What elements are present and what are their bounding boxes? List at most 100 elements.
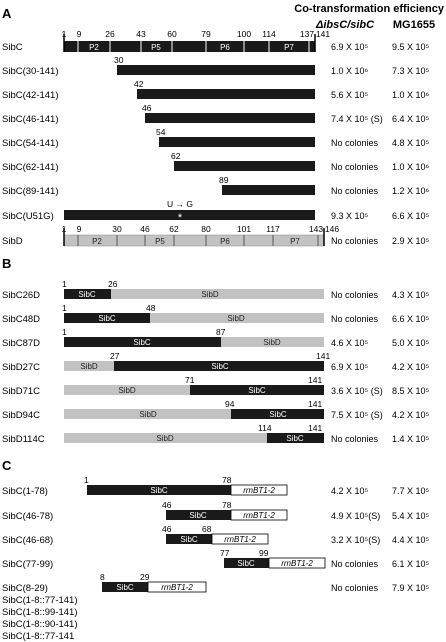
a-row-truncation: SibC(89-141) 89 No colonies 1.2 X 10⁶ <box>2 175 430 197</box>
terminator-label: rrnBT1-2 <box>224 535 256 544</box>
terminator-label: rrnBT1-2 <box>161 583 193 592</box>
tick-label: 100 <box>237 29 251 39</box>
start-position: 42 <box>134 79 144 89</box>
start-position: 54 <box>156 127 166 137</box>
c-row-internal-deletion: SibC(1-8::90-141) <box>2 619 78 630</box>
start-position: 62 <box>171 151 181 161</box>
segment-label: SibC <box>269 410 287 419</box>
end-position: 141 <box>308 399 322 409</box>
tick-marks <box>77 235 319 246</box>
from-position: 1 <box>84 475 89 485</box>
header-col1: ΔibsC/sibC <box>315 19 375 31</box>
header-title: Co-transformation efficiency <box>294 3 445 15</box>
to-position: 78 <box>222 475 232 485</box>
segment-label: SibD <box>118 386 136 395</box>
c-row-internal-deletion: SibC(1-8::99-141) <box>2 607 78 618</box>
value-mg1655: 5.4 X 10⁵ <box>392 511 430 521</box>
tick-label: 79 <box>201 29 211 39</box>
b-row-chimera: SibC87D 1 87 SibC SibD 4.6 X 10⁵ 5.0 X 1… <box>2 327 430 349</box>
row-name: SibC(1-8::77-141 <box>2 631 74 642</box>
tick-marks <box>77 41 310 52</box>
row-name: SibC(1-8::77-141) <box>2 595 78 606</box>
segment-label: SibC <box>211 362 229 371</box>
region-label: P2 <box>92 237 102 246</box>
row-name: SibC48D <box>2 314 40 325</box>
to-position: 99 <box>259 548 269 558</box>
junction-position: 26 <box>108 279 118 289</box>
row-name: SibC(77-99) <box>2 559 53 570</box>
tick-label: 46 <box>140 224 150 234</box>
row-name: SibD71C <box>2 386 40 397</box>
tick-label: 117 <box>266 224 280 234</box>
row-name: SibC(1-8::99-141) <box>2 607 78 618</box>
c-row-fragment: SibC(1-78) 1 78 SibC rrnBT1-2 4.2 X 10⁵ … <box>2 475 430 497</box>
junction-position: 71 <box>185 375 195 385</box>
value-mg1655: 7.7 X 10⁵ <box>392 486 430 496</box>
end-position: 141 <box>308 423 322 433</box>
value-deletion: No colonies <box>331 186 379 196</box>
sibc-bar <box>64 41 315 52</box>
terminator-segment <box>268 557 326 569</box>
from-position: 46 <box>162 500 172 510</box>
region-label: P6 <box>220 43 230 52</box>
sibd-segment <box>64 385 190 395</box>
panel-b-label: B <box>2 256 11 271</box>
value-deletion: No colonies <box>331 162 379 172</box>
row-name: SibC(U51G) <box>2 211 54 222</box>
tick-label: 26 <box>105 29 115 39</box>
row-name: SibC26D <box>2 290 40 301</box>
segment-label: SibD <box>139 410 157 419</box>
to-position: 29 <box>140 572 150 582</box>
terminator-segment <box>147 581 207 593</box>
tick-label: 101 <box>237 224 251 234</box>
value-deletion: 7.5 X 10⁵ (S) <box>331 410 383 420</box>
start-position: 30 <box>114 55 124 65</box>
segment-label: SibD <box>263 338 281 347</box>
c-row-fragment: SibC(77-99) 77 99 SibC rrnBT1-2 No colon… <box>2 548 430 570</box>
value-deletion: 9.3 X 10⁵ <box>331 211 369 221</box>
value-mg1655: 1.0 X 10⁶ <box>392 162 430 172</box>
b-row-chimera: SibD71C 71 141 SibD SibC 3.6 X 10⁵ (S) 8… <box>2 375 430 397</box>
value-deletion: 4.2 X 10⁵ <box>331 486 369 496</box>
sibc-segment <box>224 558 269 568</box>
sibd-segment <box>64 313 324 323</box>
segment-label: SibD <box>80 362 98 371</box>
terminator-segment <box>230 509 288 521</box>
c-row-internal-deletion: SibC(1-8::77-141 <box>2 631 74 642</box>
value-mg1655: 4.2 X 10⁵ <box>392 362 430 372</box>
row-name: SibC(62-141) <box>2 162 59 173</box>
c-row-fragment: SibC(46-68) 46 68 SibC rrnBT1-2 3.2 X 10… <box>2 524 430 546</box>
sibd-segment <box>64 433 267 443</box>
value-deletion: 5.6 X 10⁵ <box>331 90 369 100</box>
row-name: SibD114C <box>2 434 45 445</box>
sibd-segment <box>64 361 114 371</box>
value-deletion: 3.6 X 10⁵ (S) <box>331 386 383 396</box>
tick-label: 146 <box>325 224 339 234</box>
value-mg1655: 7.9 X 10⁵ <box>392 583 430 593</box>
tick-label: 1 <box>62 29 67 39</box>
sibd-bar <box>63 234 325 247</box>
row-name: SibC(46-141) <box>2 114 59 125</box>
terminator-label: rrnBT1-2 <box>281 559 313 568</box>
terminator-label: rrnBT1-2 <box>243 511 275 520</box>
value-mg1655: 4.3 X 10⁵ <box>392 290 430 300</box>
row-name: SibC(8-29) <box>2 583 48 594</box>
value-deletion: 4.9 X 10⁵(S) <box>331 511 380 521</box>
sibc-segment <box>64 337 221 347</box>
end-position: 141 <box>316 351 330 361</box>
sibc-bar <box>117 65 315 75</box>
value-mg1655: 6.4 X 10⁵ <box>392 114 430 124</box>
tick-label: 62 <box>169 224 179 234</box>
tick-labels: 1 9 30 46 62 80 101 117 143 146 <box>62 224 340 234</box>
segment-label: SibD <box>201 290 219 299</box>
region-label: P6 <box>220 237 230 246</box>
sibc-bar <box>159 137 315 147</box>
sibd-segment <box>64 409 231 419</box>
value-mg1655: 7.3 X 10⁵ <box>392 66 430 76</box>
tick-label: 9 <box>77 224 82 234</box>
sibc-bar <box>145 113 315 123</box>
value-deletion: 6.9 X 10⁵ <box>331 42 369 52</box>
header-col2: MG1655 <box>393 19 435 31</box>
junction-position: 114 <box>258 423 272 433</box>
